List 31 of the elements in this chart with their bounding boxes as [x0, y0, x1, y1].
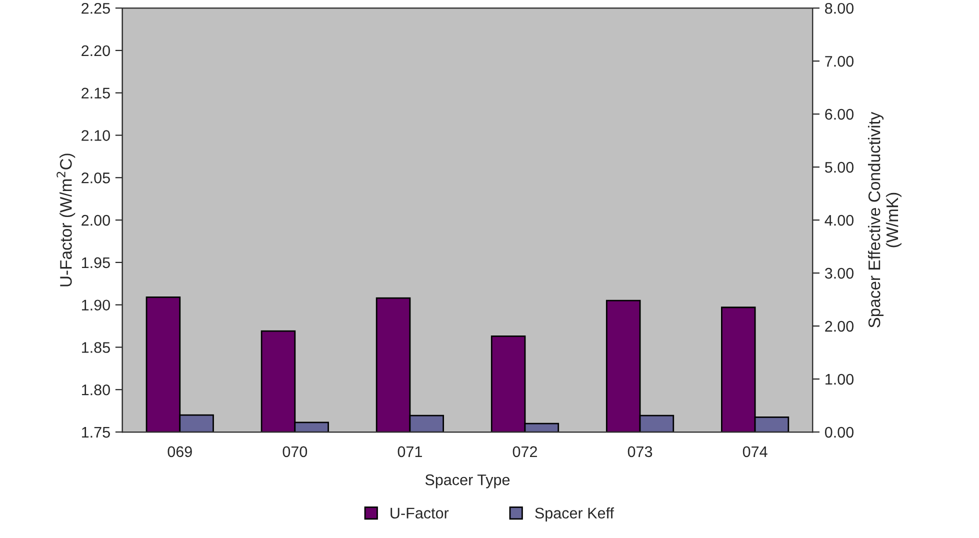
y-tick-label: 1.85: [82, 342, 110, 353]
y-tick-label: 2.00: [82, 214, 110, 226]
legend-label: U-Factor: [390, 508, 449, 519]
y2-axis-title: Spacer Effective Conductivity (W/mK): [868, 112, 902, 328]
y-tick-label: 2.10: [82, 130, 110, 141]
x-tick-label: 071: [398, 446, 422, 458]
y-tick-label: 1.80: [82, 384, 110, 396]
y-axis-title: U-Factor (W/m$^{2}$C): [56, 154, 76, 286]
y2-tick-label: 5.00: [824, 162, 854, 173]
y2-tick-label: 0.00: [824, 426, 854, 438]
y-tick-label: 1.90: [82, 300, 110, 311]
y-tick-label: 2.20: [82, 45, 110, 56]
legend-label: Spacer Keff: [535, 507, 614, 522]
y2-tick-label: 8.00: [825, 2, 854, 14]
y-tick-label: 2.05: [82, 172, 110, 184]
x-tick-label: 070: [282, 446, 308, 458]
y-tick-label: 2.25: [82, 2, 110, 14]
y2-tick-label: 2.00: [825, 320, 854, 332]
y2-tick-label: 3.00: [824, 268, 854, 279]
y2-tick-label: 7.00: [825, 56, 854, 67]
y2-tick-label: 6.00: [825, 108, 854, 120]
x-tick-label: 072: [512, 446, 537, 458]
x-axis-title: Spacer Type: [425, 474, 510, 488]
x-tick-label: 069: [168, 446, 192, 458]
y-tick-label: 2.15: [82, 88, 110, 99]
y2-tick-label: 1.00: [826, 374, 854, 385]
y2-tick-label: 4.00: [824, 214, 854, 226]
y-tick-label: 1.75: [82, 427, 110, 438]
x-tick-label: 073: [628, 446, 652, 458]
y-tick-label: 1.95: [82, 257, 110, 268]
x-tick-label: 074: [742, 446, 768, 458]
